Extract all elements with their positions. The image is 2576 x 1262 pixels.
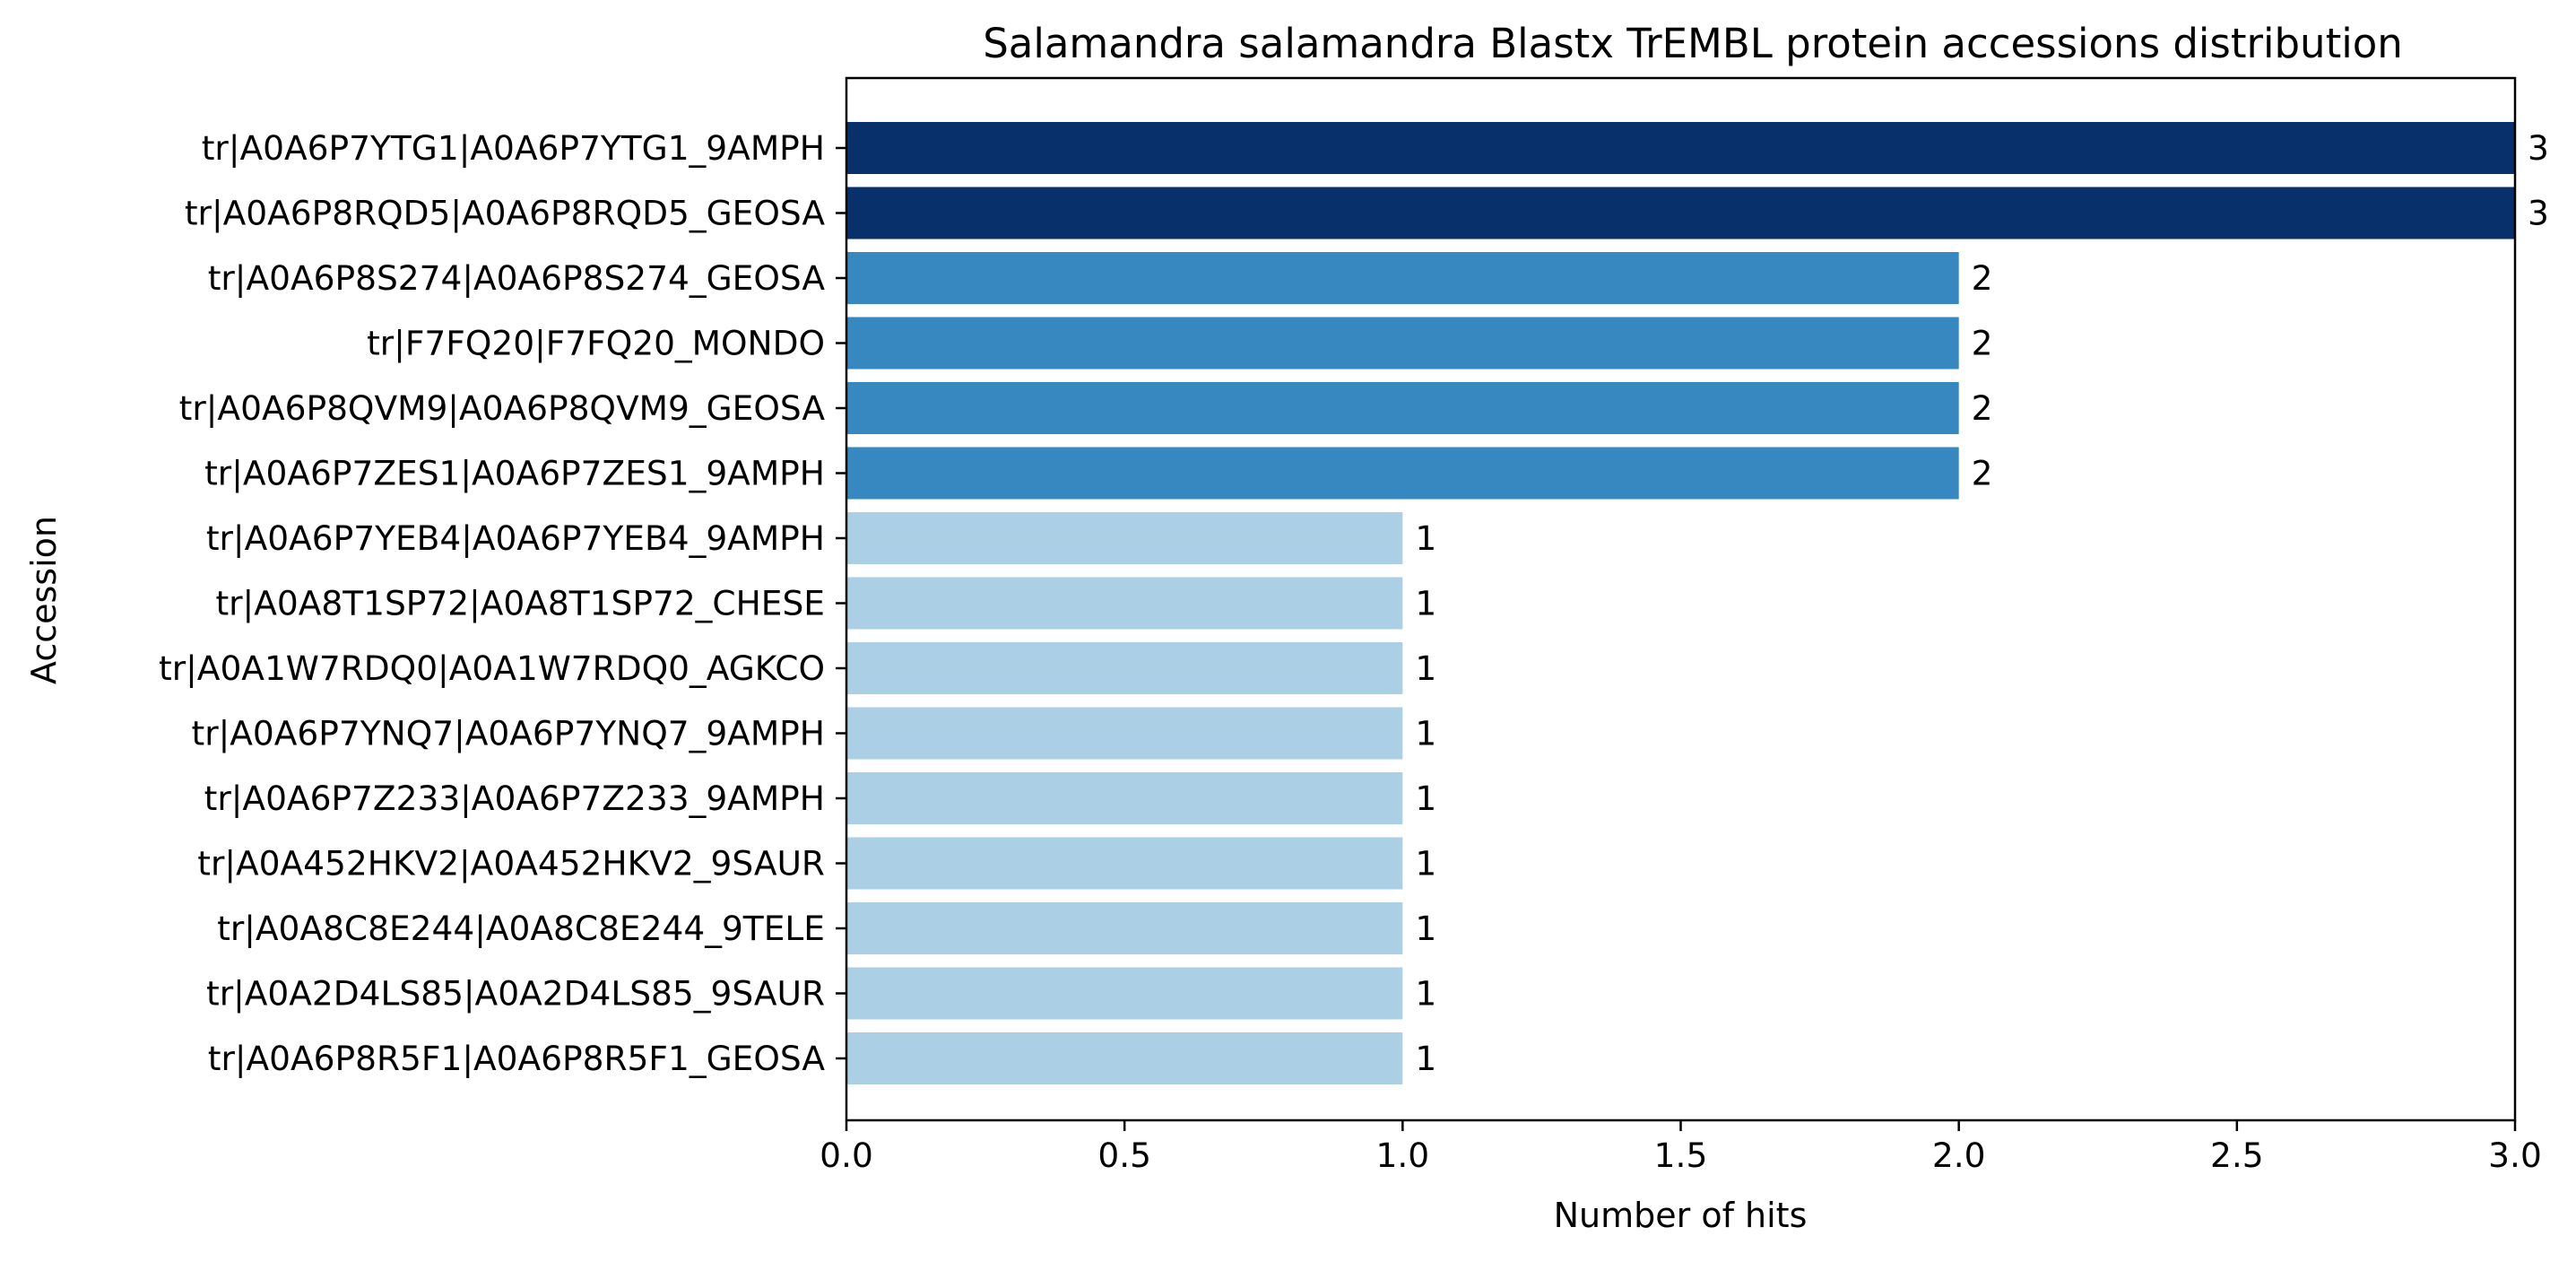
data-label: 1: [1415, 584, 1436, 623]
bar: [846, 642, 1403, 694]
ticks-layer: tr|A0A6P7YTG1|A0A6P7YTG1_9AMPH tr|A0A6P8R…: [159, 128, 2542, 1175]
y-tick-label: tr|A0A6P8R5F1|A0A6P8R5F1_GEOSA: [208, 1039, 826, 1079]
y-tick-label: tr|A0A6P8S274|A0A6P8S274_GEOSA: [208, 258, 826, 299]
bar: [846, 122, 2515, 174]
data-label: 1: [1415, 779, 1436, 818]
data-label: 3: [2528, 128, 2549, 168]
chart-title: Salamandra salamandra Blastx TrEMBL prot…: [983, 20, 2403, 67]
x-tick-label: 2.0: [1932, 1136, 1986, 1175]
data-label: 1: [1415, 844, 1436, 883]
y-tick-label: tr|A0A452HKV2|A0A452HKV2_9SAUR: [197, 844, 825, 884]
y-tick-label: tr|A0A6P7ZES1|A0A6P7ZES1_9AMPH: [204, 454, 825, 494]
x-tick-label: 0.5: [1097, 1136, 1151, 1175]
y-tick-label: tr|F7FQ20|F7FQ20_MONDO: [367, 324, 825, 364]
x-tick-label: 2.5: [2210, 1136, 2264, 1175]
bar: [846, 187, 2515, 239]
y-tick-label: tr|A0A1W7RDQ0|A0A1W7RDQ0_AGKCO: [159, 648, 825, 689]
plot-frame: [845, 76, 2517, 1122]
x-tick-label: 1.5: [1654, 1136, 1708, 1175]
y-axis-label: Accession: [24, 516, 64, 684]
data-label: 1: [1415, 714, 1436, 753]
bar: [846, 967, 1403, 1020]
data-label: 2: [1972, 258, 1993, 298]
data-label: 2: [1972, 324, 1993, 363]
y-tick-label: tr|A0A6P8QVM9|A0A6P8QVM9_GEOSA: [179, 388, 826, 429]
y-tick-label: tr|A0A6P7YNQ7|A0A6P7YNQ7_9AMPH: [192, 714, 825, 754]
y-tick-label: tr|A0A6P7YTG1|A0A6P7YTG1_9AMPH: [202, 128, 825, 169]
bar: [846, 317, 1959, 370]
y-tick-label: tr|A0A6P7YEB4|A0A6P7YEB4_9AMPH: [206, 518, 825, 559]
bar: [846, 707, 1403, 760]
data-label: 1: [1415, 1039, 1436, 1078]
x-axis-label: Number of hits: [1554, 1196, 1808, 1235]
y-tick-label: tr|A0A6P7Z233|A0A6P7Z233_9AMPH: [204, 779, 825, 819]
data-label: 1: [1415, 648, 1436, 688]
x-tick-label: 3.0: [2488, 1136, 2542, 1175]
data-label: 2: [1972, 388, 1993, 428]
data-label: 3: [2528, 194, 2549, 233]
bar: [846, 577, 1403, 630]
data-label: 2: [1972, 454, 1993, 493]
bar: [846, 1032, 1403, 1084]
bar: [846, 512, 1403, 564]
x-tick-label: 0.0: [820, 1136, 873, 1175]
y-tick-label: tr|A0A6P8RQD5|A0A6P8RQD5_GEOSA: [185, 194, 826, 234]
bar: [846, 902, 1403, 954]
y-tick-label: tr|A0A2D4LS85|A0A2D4LS85_9SAUR: [206, 974, 825, 1014]
bars-layer: 3 3 2 2 2 2 1 1 1 1 1 1 1 1 1: [846, 122, 2549, 1084]
x-tick-label: 1.0: [1376, 1136, 1430, 1175]
data-label: 1: [1415, 974, 1436, 1014]
bar: [846, 252, 1959, 304]
bar: [846, 772, 1403, 824]
data-label: 1: [1415, 909, 1436, 948]
bar: [846, 837, 1403, 890]
bar: [846, 447, 1959, 500]
bar: [846, 382, 1959, 434]
y-tick-label: tr|A0A8C8E244|A0A8C8E244_9TELE: [217, 909, 825, 949]
y-tick-label: tr|A0A8T1SP72|A0A8T1SP72_CHESE: [215, 584, 825, 624]
data-label: 1: [1415, 518, 1436, 558]
